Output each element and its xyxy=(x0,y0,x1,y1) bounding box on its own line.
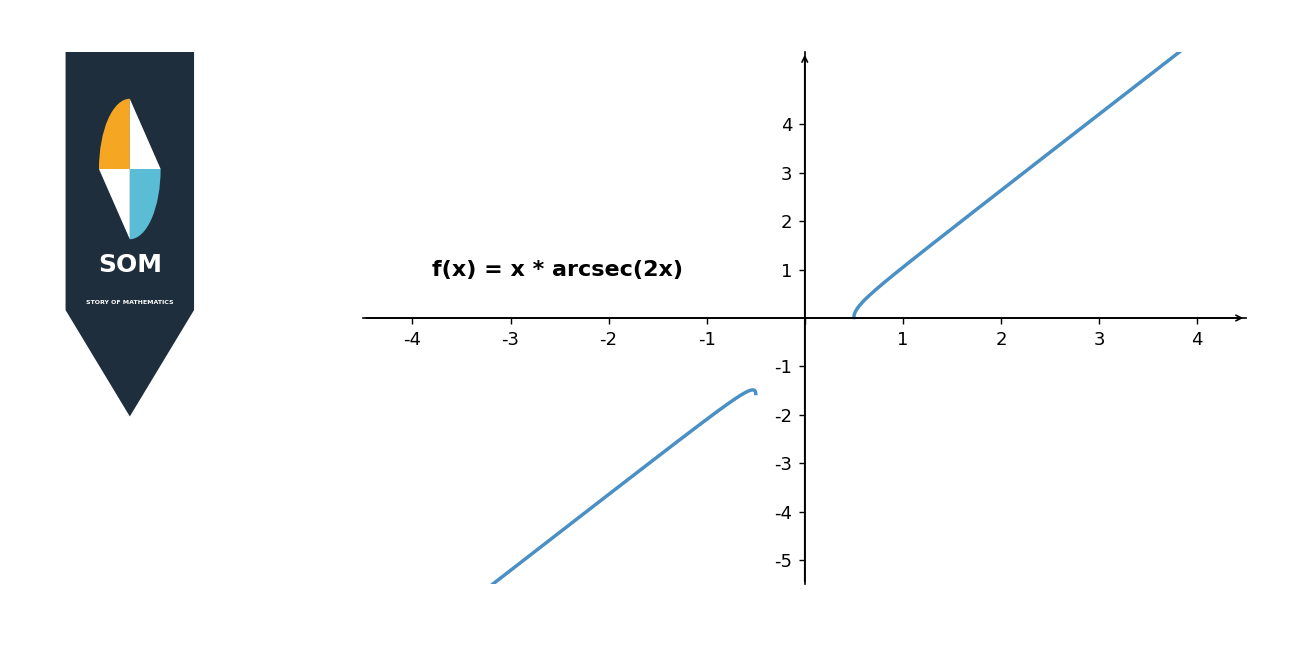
Text: f(x) = x * arcsec(2x): f(x) = x * arcsec(2x) xyxy=(432,260,683,280)
Polygon shape xyxy=(99,169,130,239)
Wedge shape xyxy=(130,169,161,239)
Polygon shape xyxy=(65,28,195,417)
Text: STORY OF MATHEMATICS: STORY OF MATHEMATICS xyxy=(86,300,174,304)
Polygon shape xyxy=(130,99,161,169)
Text: SOM: SOM xyxy=(97,253,162,276)
Wedge shape xyxy=(99,99,130,169)
